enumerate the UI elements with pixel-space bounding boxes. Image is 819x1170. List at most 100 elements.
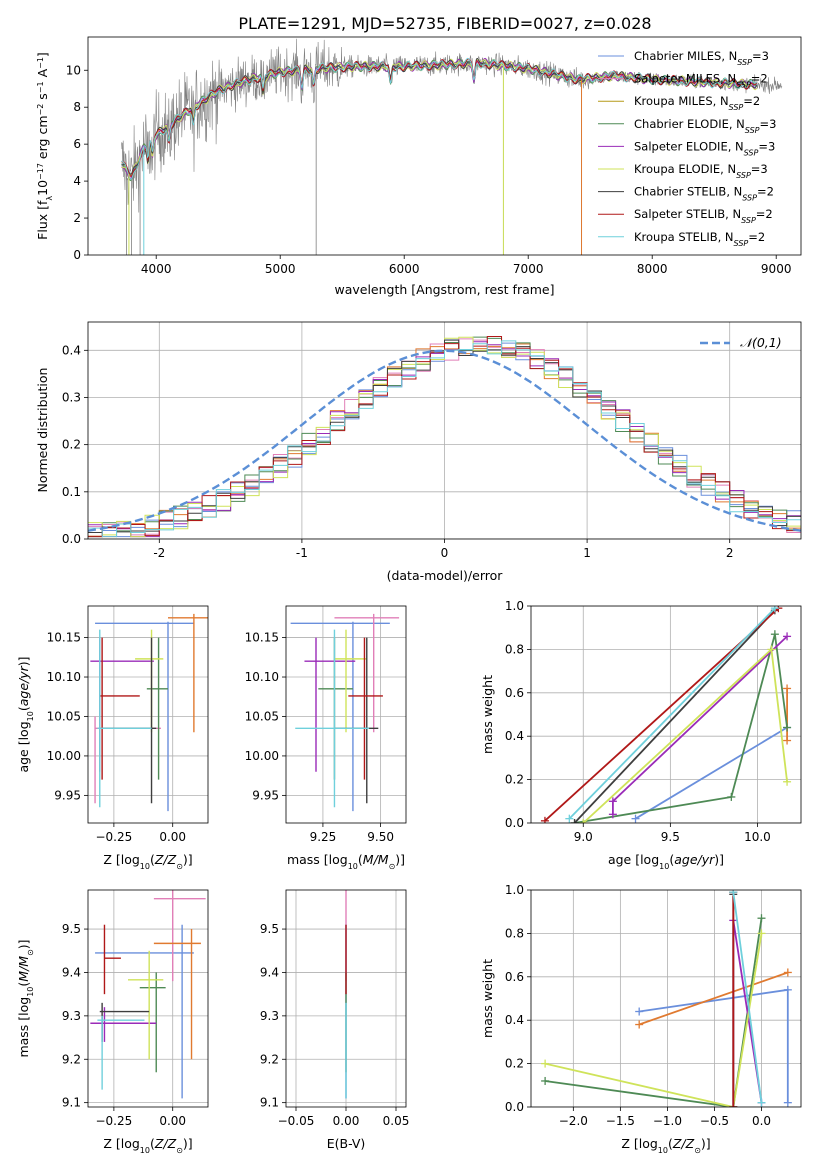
plus-marker: [727, 792, 736, 801]
x-tick-label: 9000: [761, 262, 792, 276]
x-tick-label: 0.0: [752, 1114, 771, 1128]
plot-layer: 4000 5000 6000 7000 8000 90000246810Chabrier …: [16, 36, 802, 1155]
y-tick-label: 0.4: [505, 729, 524, 743]
x-tick-label: 9.25: [310, 830, 337, 844]
series-line: [639, 988, 789, 1103]
y-axis-label: age [log10(age/yr)]: [16, 656, 35, 772]
legend-entry: Salpeter STELIB, NSSP=2: [634, 207, 773, 225]
x-tick-label: 8000: [637, 262, 668, 276]
legend-entry: Chabrier ELODIE, NSSP=3: [634, 117, 776, 135]
axes-frame: [285, 605, 407, 824]
y-axis-label: mass [log10(M/M⊙)]: [16, 939, 35, 1057]
x-axis-label: Z [log10(Z/Z⊙)]: [103, 852, 192, 871]
data-point: [304, 637, 356, 772]
plus-marker: [541, 1059, 550, 1068]
panel-weight_vs_Z: −2.0 −1.5 −1.0 −0.5 0.0 0.0 0.2 0.4 0.6 0.8 1.0 Z […: [480, 883, 802, 1155]
legend-entry: Chabrier STELIB, NSSP=2: [634, 185, 774, 203]
plot-area-residuals: [88, 322, 801, 539]
y-tick-label: 0.6: [505, 970, 524, 984]
plus-marker: [541, 1076, 550, 1085]
plot-area-age_vs_mass: [286, 606, 406, 823]
y-tick-label: 10.10: [47, 670, 81, 684]
series-line: [635, 726, 788, 820]
x-axis-label: (data-model)/error: [387, 568, 504, 583]
x-tick-label: 6000: [389, 262, 420, 276]
model-spectrum-line: [121, 58, 758, 178]
y-tick-label: 10.10: [245, 670, 279, 684]
x-tick-label: −0.05: [278, 1114, 315, 1128]
panel-weight_vs_age: 9.0 9.5 10.0 0.0 0.2 0.4 0.6 0.8 1.0 age [log10(a…: [480, 599, 802, 871]
x-tick-label: 0.00: [333, 1114, 360, 1128]
plot-area-age_vs_Z: [88, 606, 208, 823]
x-axis-label: Z [log10(Z/Z⊙)]: [103, 1136, 192, 1155]
series-line: [638, 971, 789, 1026]
figure-title: PLATE=1291, MJD=52735, FIBERID=0027, z=0…: [238, 14, 651, 33]
plot-area-weight_vs_age: [531, 606, 801, 823]
plus-marker: [608, 810, 617, 819]
y-tick-label: 10.05: [47, 709, 81, 723]
y-tick-label: 0.0: [505, 1100, 524, 1114]
data-point: [97, 629, 152, 808]
y-tick-label: 10.00: [245, 749, 279, 763]
y-tick-label: 0.8: [505, 926, 524, 940]
y-tick-label: 0.4: [505, 1013, 524, 1027]
x-tick-label: −0.25: [95, 830, 132, 844]
x-tick-label: −1.0: [653, 1114, 682, 1128]
x-tick-label: 9.50: [367, 830, 394, 844]
x-tick-label: −0.5: [700, 1114, 729, 1128]
y-tick-label: 0.2: [505, 773, 524, 787]
plus-marker: [783, 723, 792, 732]
y-axis-label: Flux [fλ10−17 erg cm−2 s−1 A−1]: [35, 52, 54, 240]
y-tick-label: 10.05: [245, 709, 279, 723]
y-tick-label: 0.8: [505, 642, 524, 656]
x-tick-label: 9.5: [661, 830, 680, 844]
x-tick-label: −0.25: [95, 1114, 132, 1128]
axes-frame: [87, 605, 209, 824]
model-spectrum-line: [121, 57, 758, 175]
plus-marker: [635, 1020, 644, 1029]
y-tick-label: 0.2: [62, 438, 81, 452]
plot-area-mass_vs_ebv: [286, 890, 406, 1107]
x-axis-label: Z [log10(Z/Z⊙)]: [621, 1136, 710, 1155]
y-tick-label: 1.0: [505, 883, 524, 897]
x-tick-label: 0.00: [159, 830, 186, 844]
plus-marker: [565, 814, 574, 823]
plus-marker: [635, 1007, 644, 1016]
data-point: [97, 1015, 145, 1090]
plot-area-mass_vs_Z: [88, 890, 208, 1107]
x-tick-label: -2: [153, 546, 165, 560]
plus-marker: [767, 645, 776, 654]
y-tick-label: 9.95: [54, 788, 81, 802]
plus-marker: [770, 630, 779, 639]
data-point: [99, 1002, 150, 1042]
x-tick-label: 5000: [265, 262, 296, 276]
x-tick-label: −1.5: [606, 1114, 635, 1128]
x-tick-label: 0.05: [383, 1114, 410, 1128]
plot-area-weight_vs_Z: [531, 890, 801, 1107]
plus-marker: [579, 819, 588, 823]
x-tick-label: 9.0: [574, 830, 593, 844]
y-axis-label: Normed distribution: [35, 368, 50, 493]
y-tick-label: 0: [73, 248, 81, 262]
y-tick-label: 9.4: [62, 965, 81, 979]
panel-age_vs_mass: 9.25 9.50 9.95 10.00 10.05 10.10 10.15 mass [lo…: [245, 605, 407, 871]
y-tick-label: 0.2: [505, 1057, 524, 1071]
axes-frame: [530, 605, 802, 824]
x-axis-label: age [log10(age/yr)]: [608, 852, 724, 871]
data-point: [153, 890, 206, 982]
y-tick-label: 0.3: [62, 390, 81, 404]
y-tick-label: 0.1: [62, 485, 81, 499]
axes-frame: [530, 889, 802, 1108]
plus-marker: [783, 684, 792, 693]
data-point: [90, 1007, 157, 1042]
legend-entry: Chabrier MILES, NSSP=3: [634, 49, 769, 67]
data-point: [99, 637, 157, 804]
legend-entry: Salpeter MILES, NSSP=2: [634, 72, 768, 90]
plus-marker: [540, 816, 549, 823]
plus-marker: [729, 1103, 738, 1107]
series-line: [574, 633, 788, 823]
plus-marker: [608, 797, 617, 806]
data-point: [95, 924, 194, 1099]
data-point: [103, 924, 121, 995]
